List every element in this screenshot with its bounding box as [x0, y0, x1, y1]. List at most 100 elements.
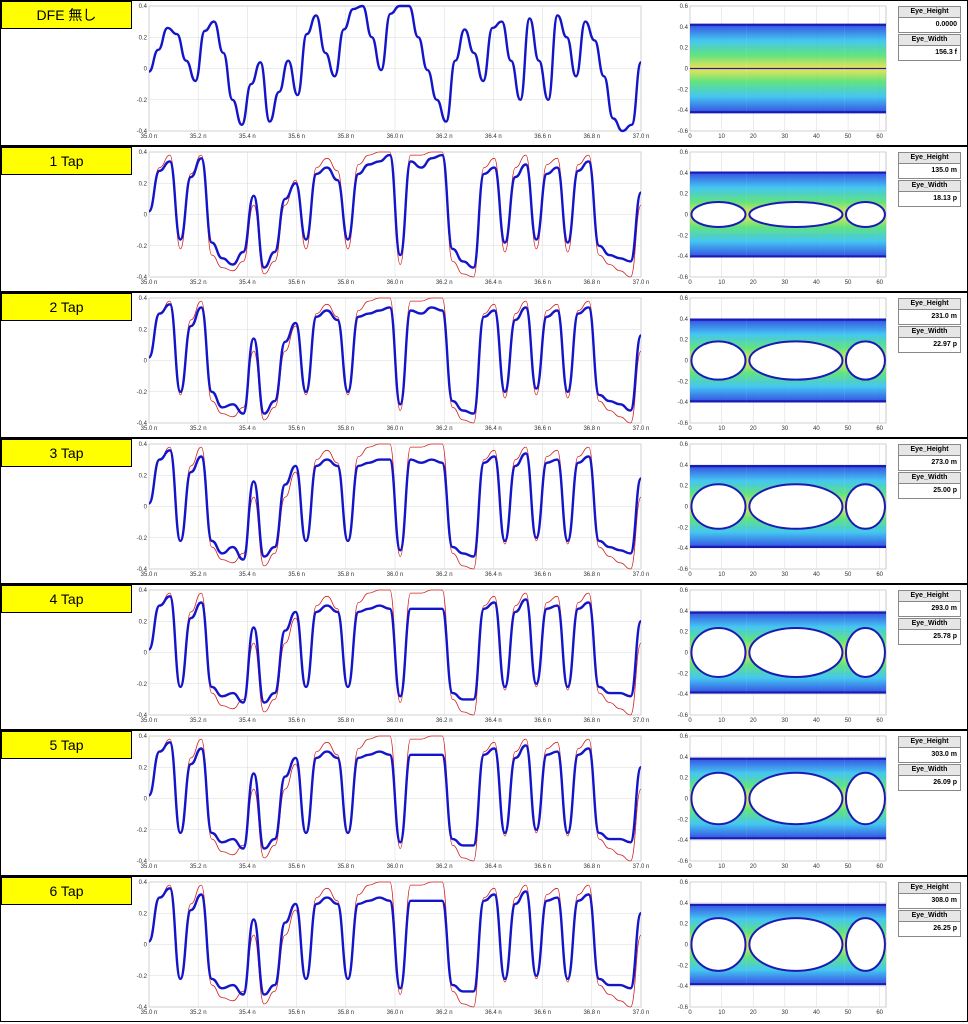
measure-title: Eye_Height: [899, 591, 960, 602]
x-tick-label: 10: [718, 426, 725, 432]
x-tick-label: 50: [845, 280, 852, 286]
x-tick-label: 36.0 n: [387, 134, 404, 140]
y-tick-label: -0.6: [678, 567, 689, 573]
eye-width-box: Eye_Width 26.25 p: [898, 910, 961, 937]
tap-label: DFE 無し: [1, 1, 132, 29]
eye-opening: [844, 771, 886, 826]
x-tick-label: 36.4 n: [485, 572, 502, 578]
y-tick-label: -0.4: [137, 1005, 148, 1011]
y-tick-label: 0.4: [139, 734, 148, 740]
x-tick-label: 50: [845, 718, 852, 724]
eye-height-box: Eye_Height 0.0000: [898, 6, 961, 33]
x-tick-label: 35.8 n: [337, 1010, 354, 1016]
y-tick-label: 0.4: [139, 442, 148, 448]
x-tick-label: 35.0 n: [141, 572, 158, 578]
x-tick-label: 35.2 n: [190, 1010, 207, 1016]
y-tick-label: -0.2: [678, 379, 689, 385]
measure-value: 308.0 m: [931, 897, 957, 904]
measure-title: Eye_Height: [899, 299, 960, 310]
x-tick-label: 60: [876, 134, 883, 140]
y-tick-label: 0.4: [680, 317, 689, 323]
x-tick-label: 35.2 n: [190, 426, 207, 432]
x-tick-label: 36.4 n: [485, 718, 502, 724]
x-tick-label: 37.0 n: [633, 426, 650, 432]
waveform-chart: 35.0 n 35.2 n 35.4 n 35.6 n 35.8 n 36.0 n 36.2…: [137, 150, 650, 286]
x-tick-label: 40: [813, 134, 820, 140]
waveform-series-raw: [148, 881, 642, 1008]
eye-opening: [844, 201, 886, 228]
x-tick-label: 36.2 n: [436, 426, 453, 432]
eye-opening: [690, 627, 747, 678]
x-tick-label: 36.0 n: [387, 426, 404, 432]
x-tick-label: 36.2 n: [436, 280, 453, 286]
x-tick-label: 35.6 n: [288, 1010, 305, 1016]
y-tick-label: 0.6: [680, 734, 689, 740]
tap-label: 4 Tap: [1, 585, 132, 613]
y-tick-label: 0.4: [139, 296, 148, 302]
eye-opening: [748, 771, 844, 826]
x-tick-label: 50: [845, 134, 852, 140]
y-tick-label: 0: [144, 651, 148, 657]
eye-width-box: Eye_Width 18.13 p: [898, 180, 961, 207]
x-tick-label: 36.8 n: [583, 280, 600, 286]
tap-label: 3 Tap: [1, 439, 132, 467]
eye-width-box: Eye_Width 25.00 p: [898, 472, 961, 499]
y-tick-label: -0.2: [137, 98, 148, 104]
x-tick-label: 10: [718, 718, 725, 724]
y-tick-label: 0: [144, 797, 148, 803]
waveform-chart: 35.0 n 35.2 n 35.4 n 35.6 n 35.8 n 36.0 n 36.2…: [137, 880, 650, 1016]
x-tick-label: 0: [688, 134, 692, 140]
x-tick-label: 36.8 n: [583, 864, 600, 870]
x-tick-label: 35.0 n: [141, 1010, 158, 1016]
x-tick-label: 36.6 n: [534, 426, 551, 432]
y-tick-label: -0.4: [137, 275, 148, 281]
x-tick-label: 36.8 n: [583, 134, 600, 140]
y-tick-label: -0.2: [137, 974, 148, 980]
x-tick-label: 35.4 n: [239, 864, 256, 870]
y-tick-label: -0.2: [137, 682, 148, 688]
x-tick-label: 36.6 n: [534, 572, 551, 578]
tap-panel: 1 Tap 35.0 n 35.2 n 35.4 n 35.6 n 35.8 n 36.0 …: [0, 146, 968, 292]
y-tick-label: 0.6: [680, 4, 689, 10]
y-tick-label: -0.4: [678, 254, 689, 260]
x-tick-label: 10: [718, 864, 725, 870]
x-tick-label: 37.0 n: [633, 718, 650, 724]
y-tick-label: 0.2: [680, 630, 689, 636]
x-tick-label: 35.6 n: [288, 572, 305, 578]
eye-height-box: Eye_Height 308.0 m: [898, 882, 961, 909]
y-tick-label: 0.4: [680, 171, 689, 177]
eye-width-box: Eye_Width 22.97 p: [898, 326, 961, 353]
y-tick-label: -0.4: [678, 984, 689, 990]
y-tick-label: -0.4: [137, 713, 148, 719]
measure-value: 135.0 m: [931, 167, 957, 174]
eye-opening: [748, 483, 844, 530]
y-tick-label: 0: [144, 505, 148, 511]
x-tick-label: 10: [718, 572, 725, 578]
measure-value: 22.97 p: [933, 341, 957, 348]
eye-opening: [690, 201, 747, 228]
x-tick-label: 60: [876, 280, 883, 286]
measure-title: Eye_Height: [899, 7, 960, 18]
eye-height-box: Eye_Height 293.0 m: [898, 590, 961, 617]
y-tick-label: 0.2: [680, 484, 689, 490]
x-tick-label: 0: [688, 1010, 692, 1016]
x-tick-label: 40: [813, 426, 820, 432]
y-tick-label: -0.2: [137, 244, 148, 250]
x-tick-label: 37.0 n: [633, 280, 650, 286]
eye-diagram: 0 10 20 30 40 50 60 0.6 0.4 0.2 0 -0.2 -0.4 -0.6: [678, 588, 887, 724]
measure-value: 18.13 p: [933, 195, 957, 202]
x-tick-label: 35.4 n: [239, 280, 256, 286]
eye-opening: [844, 340, 886, 381]
x-tick-label: 36.0 n: [387, 1010, 404, 1016]
eye-opening: [748, 917, 844, 972]
eye-opening: [844, 483, 886, 530]
x-tick-label: 35.0 n: [141, 426, 158, 432]
x-tick-label: 35.0 n: [141, 134, 158, 140]
waveform-chart: 35.0 n 35.2 n 35.4 n 35.6 n 35.8 n 36.0 n 36.2…: [137, 588, 650, 724]
measure-value: 273.0 m: [931, 459, 957, 466]
measure-value: 231.0 m: [931, 313, 957, 320]
measure-title: Eye_Height: [899, 883, 960, 894]
x-tick-label: 60: [876, 572, 883, 578]
x-tick-label: 36.4 n: [485, 1010, 502, 1016]
eye-height-box: Eye_Height 231.0 m: [898, 298, 961, 325]
